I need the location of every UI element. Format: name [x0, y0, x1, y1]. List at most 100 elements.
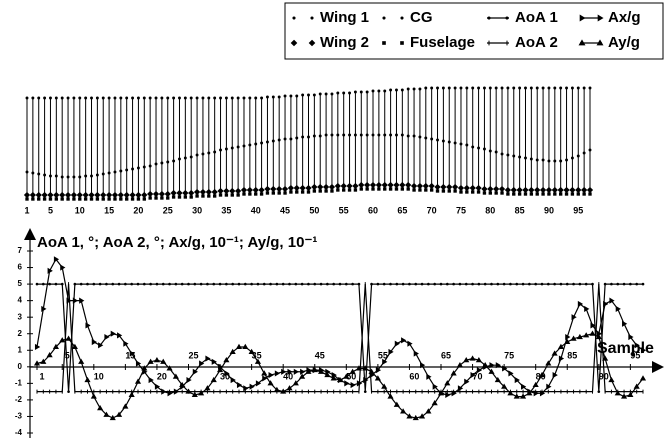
- marker: [374, 375, 381, 381]
- marker: [489, 362, 495, 369]
- marker: [406, 187, 410, 191]
- marker: [412, 134, 416, 138]
- marker: [369, 372, 375, 379]
- marker: [506, 86, 510, 90]
- marker: [498, 185, 506, 193]
- marker: [477, 282, 481, 286]
- x-tick-label: 10: [75, 205, 85, 215]
- marker: [535, 158, 539, 162]
- marker: [359, 187, 363, 191]
- y-tick-label: 0: [18, 362, 23, 371]
- marker: [389, 133, 393, 137]
- marker: [382, 41, 386, 45]
- marker: [401, 282, 405, 286]
- legend-label: Ax/g: [608, 9, 641, 26]
- marker: [436, 138, 439, 142]
- marker: [457, 184, 465, 192]
- marker: [609, 297, 615, 304]
- x-tick-label: 75: [504, 350, 514, 360]
- marker: [463, 357, 470, 363]
- marker: [476, 367, 483, 374]
- marker: [501, 383, 508, 389]
- marker: [359, 90, 363, 94]
- marker: [393, 401, 400, 407]
- marker: [95, 197, 100, 201]
- marker: [382, 282, 386, 286]
- marker: [98, 282, 102, 286]
- x-axis-label: Sample: [597, 340, 654, 357]
- marker: [494, 86, 498, 90]
- marker: [54, 197, 59, 201]
- legend-label: AoA 2: [515, 34, 558, 51]
- marker: [512, 192, 516, 196]
- marker: [576, 192, 580, 196]
- marker: [494, 191, 498, 195]
- marker: [381, 181, 388, 189]
- marker: [502, 282, 506, 286]
- marker: [135, 191, 142, 199]
- marker: [545, 360, 552, 366]
- marker: [49, 174, 52, 178]
- marker: [105, 191, 113, 199]
- marker: [553, 159, 557, 163]
- marker: [262, 282, 266, 286]
- marker: [535, 86, 539, 90]
- marker: [136, 96, 140, 100]
- marker: [195, 153, 199, 157]
- marker: [558, 355, 565, 362]
- marker: [97, 404, 104, 411]
- marker: [388, 348, 394, 356]
- marker: [92, 282, 96, 286]
- marker: [363, 390, 367, 393]
- marker: [475, 184, 482, 192]
- marker: [250, 282, 253, 286]
- marker: [383, 89, 387, 93]
- marker: [46, 352, 53, 358]
- marker: [422, 182, 429, 190]
- marker: [340, 182, 347, 190]
- marker: [248, 143, 252, 147]
- marker: [394, 187, 399, 191]
- marker: [512, 154, 516, 158]
- marker: [60, 264, 66, 271]
- marker: [182, 189, 189, 197]
- marker: [355, 365, 363, 371]
- marker: [369, 181, 377, 189]
- marker: [290, 39, 298, 47]
- marker: [522, 186, 529, 194]
- marker: [65, 335, 72, 341]
- marker: [147, 190, 154, 198]
- marker: [66, 96, 70, 100]
- x-tick-label: 35: [252, 350, 262, 360]
- marker: [324, 371, 331, 378]
- marker: [529, 157, 533, 161]
- marker: [495, 362, 501, 369]
- marker: [90, 174, 93, 178]
- marker: [400, 408, 407, 414]
- marker: [459, 190, 463, 194]
- marker: [161, 282, 165, 286]
- legend-label: Wing 1: [320, 9, 369, 26]
- marker: [90, 96, 93, 100]
- marker: [602, 355, 609, 361]
- marker: [457, 385, 464, 392]
- x-tick-label: 10: [94, 371, 104, 381]
- marker: [465, 143, 469, 147]
- marker: [47, 191, 54, 199]
- marker: [54, 96, 58, 100]
- marker: [348, 133, 351, 137]
- marker: [420, 282, 424, 286]
- marker: [98, 342, 104, 349]
- marker: [256, 282, 260, 286]
- marker: [277, 138, 281, 142]
- marker: [336, 188, 340, 192]
- marker: [400, 88, 404, 92]
- marker: [266, 140, 269, 144]
- marker: [418, 135, 422, 139]
- marker: [634, 342, 640, 349]
- marker: [395, 282, 399, 286]
- marker: [418, 188, 422, 192]
- marker: [368, 368, 375, 374]
- marker: [211, 188, 218, 196]
